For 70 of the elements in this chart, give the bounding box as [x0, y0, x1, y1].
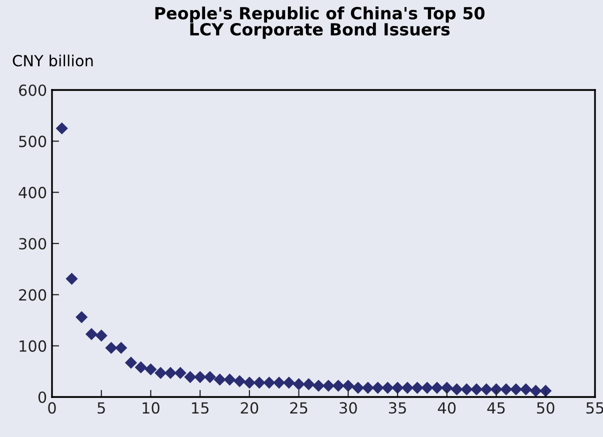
x-tick-label: 15	[192, 402, 208, 414]
point	[530, 384, 542, 397]
point	[302, 378, 315, 390]
x-tick-label: 35	[388, 402, 406, 414]
point	[342, 380, 354, 392]
y-tick-label: 500	[19, 136, 46, 148]
point	[540, 384, 552, 397]
point	[115, 342, 128, 354]
point	[85, 328, 98, 340]
x-tick-label: 50	[537, 402, 554, 414]
point	[243, 376, 256, 389]
point	[204, 370, 216, 384]
y-tick-label: 200	[19, 289, 46, 301]
point	[382, 382, 394, 394]
point	[312, 380, 325, 392]
point	[401, 382, 414, 394]
point	[95, 330, 108, 342]
point	[66, 272, 78, 285]
point	[134, 361, 147, 374]
point	[194, 370, 206, 384]
x-tick-label: 10	[142, 402, 160, 414]
y-tick-label: 100	[20, 340, 46, 352]
point	[352, 382, 364, 394]
point	[164, 366, 177, 380]
point	[480, 383, 492, 396]
point	[234, 375, 246, 388]
point	[144, 363, 157, 376]
point	[362, 382, 374, 394]
point	[263, 376, 276, 389]
y-tick-label: 0	[38, 391, 46, 404]
point	[421, 382, 434, 394]
point	[391, 382, 404, 394]
point	[510, 383, 522, 396]
point	[124, 356, 138, 369]
point	[520, 383, 532, 396]
x-tick-label: 40	[438, 402, 456, 414]
x-tick-label: 30	[340, 402, 357, 414]
x-tick-label: 20	[240, 402, 258, 414]
point	[282, 376, 295, 389]
point	[154, 366, 167, 380]
point	[460, 383, 473, 396]
x-tick-label: 0	[48, 402, 56, 414]
x-tick-label: 45	[487, 402, 505, 414]
point	[322, 380, 334, 392]
x-tick-label: 5	[98, 402, 105, 414]
point	[292, 378, 305, 390]
x-tick-label: 25	[290, 402, 308, 414]
point	[174, 366, 186, 380]
point	[253, 376, 266, 389]
point	[450, 383, 463, 396]
point	[56, 122, 68, 134]
point	[224, 374, 236, 386]
point	[273, 376, 286, 389]
point	[430, 382, 444, 394]
chart-title: People's Republic of China's Top 50 LCY Corporate Bond Issuers	[155, 6, 485, 39]
y-tick-label: 300	[19, 238, 46, 250]
point	[500, 383, 512, 396]
y-tick-label: 600	[19, 84, 46, 96]
point	[214, 374, 226, 386]
y-axis-title: CNY billion	[12, 54, 93, 66]
point	[411, 382, 424, 394]
y-tick-label: 400	[18, 186, 46, 198]
point	[470, 383, 483, 396]
point	[332, 380, 344, 392]
x-tick-label: 55	[586, 402, 603, 414]
point	[184, 370, 196, 384]
point	[440, 382, 453, 394]
point	[372, 382, 384, 394]
point	[105, 342, 118, 354]
point	[76, 311, 88, 324]
